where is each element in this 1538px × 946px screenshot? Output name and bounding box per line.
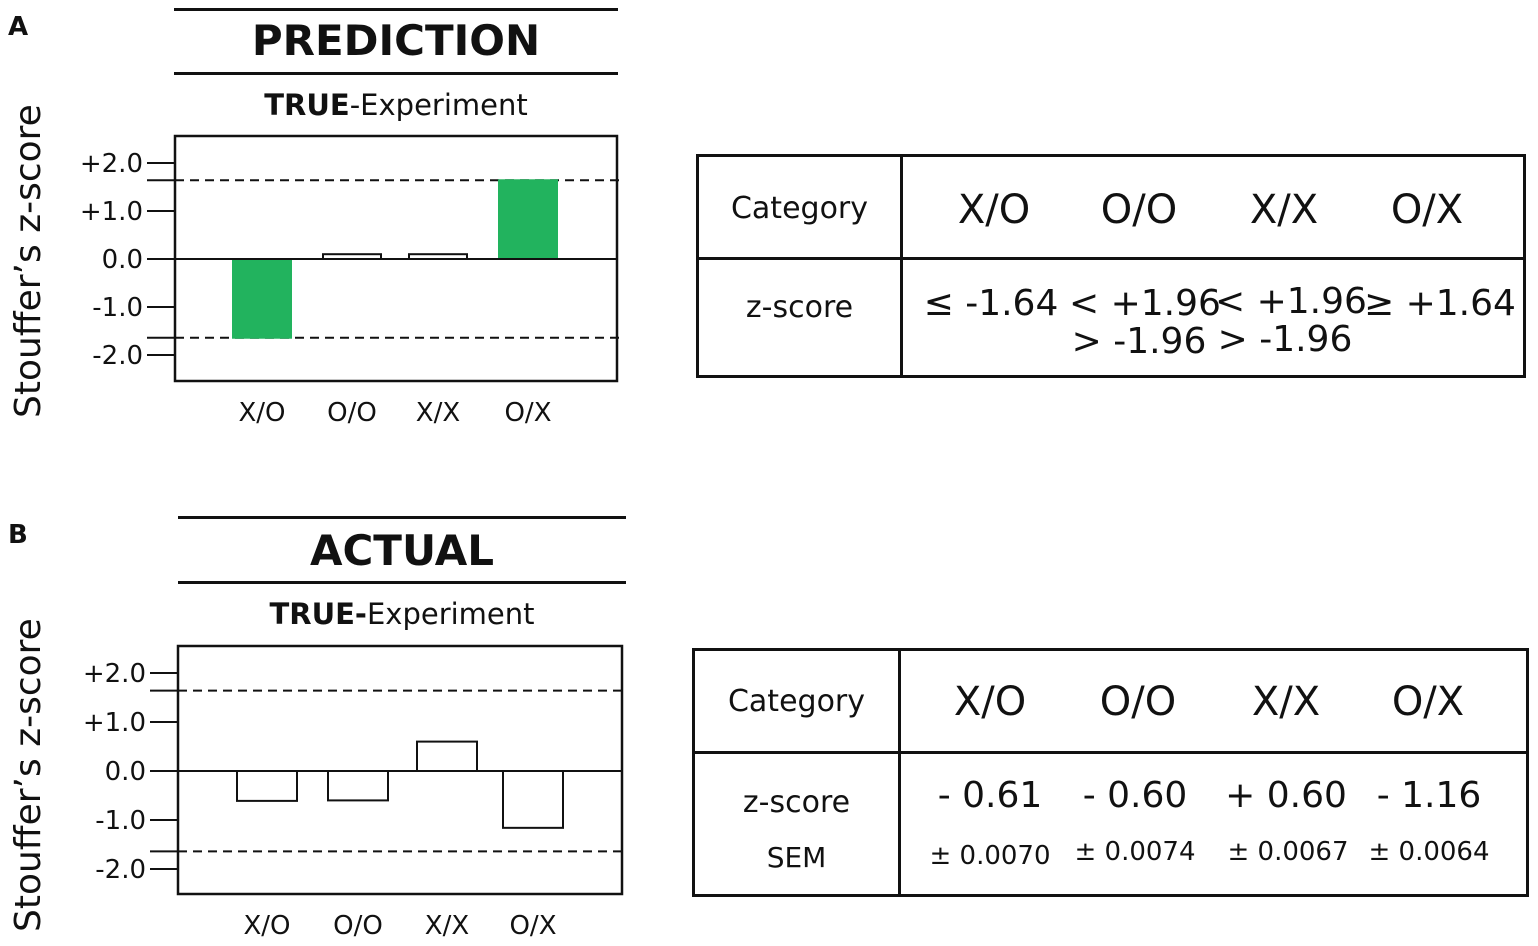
header-category-label: Category bbox=[730, 191, 869, 226]
table-divider-vertical bbox=[898, 651, 901, 894]
title-rule-bottom bbox=[174, 72, 618, 75]
bar-o-o bbox=[327, 770, 389, 802]
zscore-ox: - 1.16 bbox=[1376, 775, 1482, 816]
header-cat-xo: X/O bbox=[953, 679, 1027, 725]
subtitle-rest: -Experiment bbox=[349, 88, 528, 122]
row-label-z-score: z-score bbox=[742, 785, 851, 820]
x-tick-label: X/X bbox=[425, 911, 469, 941]
x-tick-label: O/X bbox=[509, 911, 556, 941]
header-cat-xx: X/X bbox=[1249, 187, 1319, 233]
criterion-oo-lower: > -1.96 bbox=[1071, 321, 1207, 362]
header-cat-xo: X/O bbox=[957, 187, 1031, 233]
chart-title: ACTUAL bbox=[309, 526, 495, 575]
x-tick-label: O/X bbox=[504, 398, 551, 428]
panel-letter-b: B bbox=[8, 520, 28, 550]
x-tick-label: X/O bbox=[238, 398, 285, 428]
bar-chart-actual: +2.0 +1.0 0.0 -1.0 -2.0 X/O O/O X/X O/X bbox=[83, 644, 626, 941]
header-category-label: Category bbox=[727, 684, 866, 719]
row-label-z-score: z-score bbox=[745, 290, 854, 325]
y-tick-label: +2.0 bbox=[83, 659, 146, 689]
zscore-oo: - 0.60 bbox=[1082, 775, 1188, 816]
header-cat-xx: X/X bbox=[1251, 679, 1321, 725]
x-tick-label: O/O bbox=[327, 398, 377, 428]
panel-letter-a: A bbox=[8, 12, 29, 42]
criterion-oo-upper: < +1.96 bbox=[1069, 283, 1221, 324]
y-tick-label: +2.0 bbox=[80, 149, 143, 179]
header-cat-ox: O/X bbox=[1391, 679, 1465, 725]
criterion-xx-upper: < +1.96 bbox=[1215, 281, 1367, 322]
bar-x-o bbox=[232, 258, 292, 339]
criterion-xo: ≤ -1.64 bbox=[923, 283, 1059, 324]
y-tick-label: +1.0 bbox=[83, 708, 146, 738]
chart-subtitle: TRUE-Experiment bbox=[174, 88, 618, 122]
x-tick-label: X/O bbox=[243, 911, 290, 941]
zscore-xx: + 0.60 bbox=[1225, 775, 1347, 816]
sem-ox: ± 0.0064 bbox=[1368, 837, 1490, 867]
sem-oo: ± 0.0074 bbox=[1074, 837, 1196, 867]
header-cat-oo: O/O bbox=[1100, 187, 1178, 233]
bar-x-o bbox=[236, 770, 298, 802]
zscore-xo: - 0.61 bbox=[937, 775, 1043, 816]
y-tick-label: -2.0 bbox=[92, 341, 143, 371]
header-cat-oo: O/O bbox=[1099, 679, 1177, 725]
row-label-sem: SEM bbox=[766, 841, 827, 874]
bar-chart-prediction: +2.0 +1.0 0.0 -1.0 -2.0 X/O O/O X/X O/X bbox=[80, 134, 621, 428]
table-divider-horizontal bbox=[695, 751, 1526, 754]
x-tick-label: X/X bbox=[416, 398, 460, 428]
subtitle-bold: TRUE bbox=[264, 88, 350, 122]
subtitle-bold: TRUE- bbox=[269, 597, 367, 631]
criterion-xx-lower: > -1.96 bbox=[1217, 319, 1353, 360]
bar-x-x bbox=[416, 740, 478, 772]
criterion-ox: ≥ +1.64 bbox=[1364, 283, 1516, 324]
x-tick-label: O/O bbox=[333, 911, 383, 941]
chart-title: PREDICTION bbox=[251, 16, 541, 65]
y-tick-label: -1.0 bbox=[95, 806, 146, 836]
title-rule-bottom bbox=[178, 581, 626, 584]
subtitle-rest: Experiment bbox=[366, 597, 535, 631]
title-rule-top bbox=[178, 516, 626, 519]
chart-subtitle: TRUE-Experiment bbox=[178, 597, 626, 631]
sem-xx: ± 0.0067 bbox=[1227, 837, 1349, 867]
bar-o-x bbox=[502, 770, 564, 829]
y-tick-label: 0.0 bbox=[102, 245, 143, 275]
title-rule-top bbox=[174, 8, 618, 11]
y-tick-label: -1.0 bbox=[92, 293, 143, 323]
bar-o-x bbox=[498, 179, 558, 260]
actual-table: Category X/O O/O X/X O/X z-score SEM - 0… bbox=[692, 648, 1529, 897]
header-cat-ox: O/X bbox=[1390, 187, 1464, 233]
y-tick-label: -2.0 bbox=[95, 855, 146, 885]
y-tick-label: +1.0 bbox=[80, 197, 143, 227]
table-divider-horizontal bbox=[699, 257, 1523, 260]
y-tick-label: 0.0 bbox=[105, 757, 146, 787]
table-divider-vertical bbox=[900, 157, 903, 375]
sem-xo: ± 0.0070 bbox=[929, 841, 1051, 871]
prediction-table: Category X/O O/O X/X O/X z-score ≤ -1.64… bbox=[696, 154, 1526, 378]
